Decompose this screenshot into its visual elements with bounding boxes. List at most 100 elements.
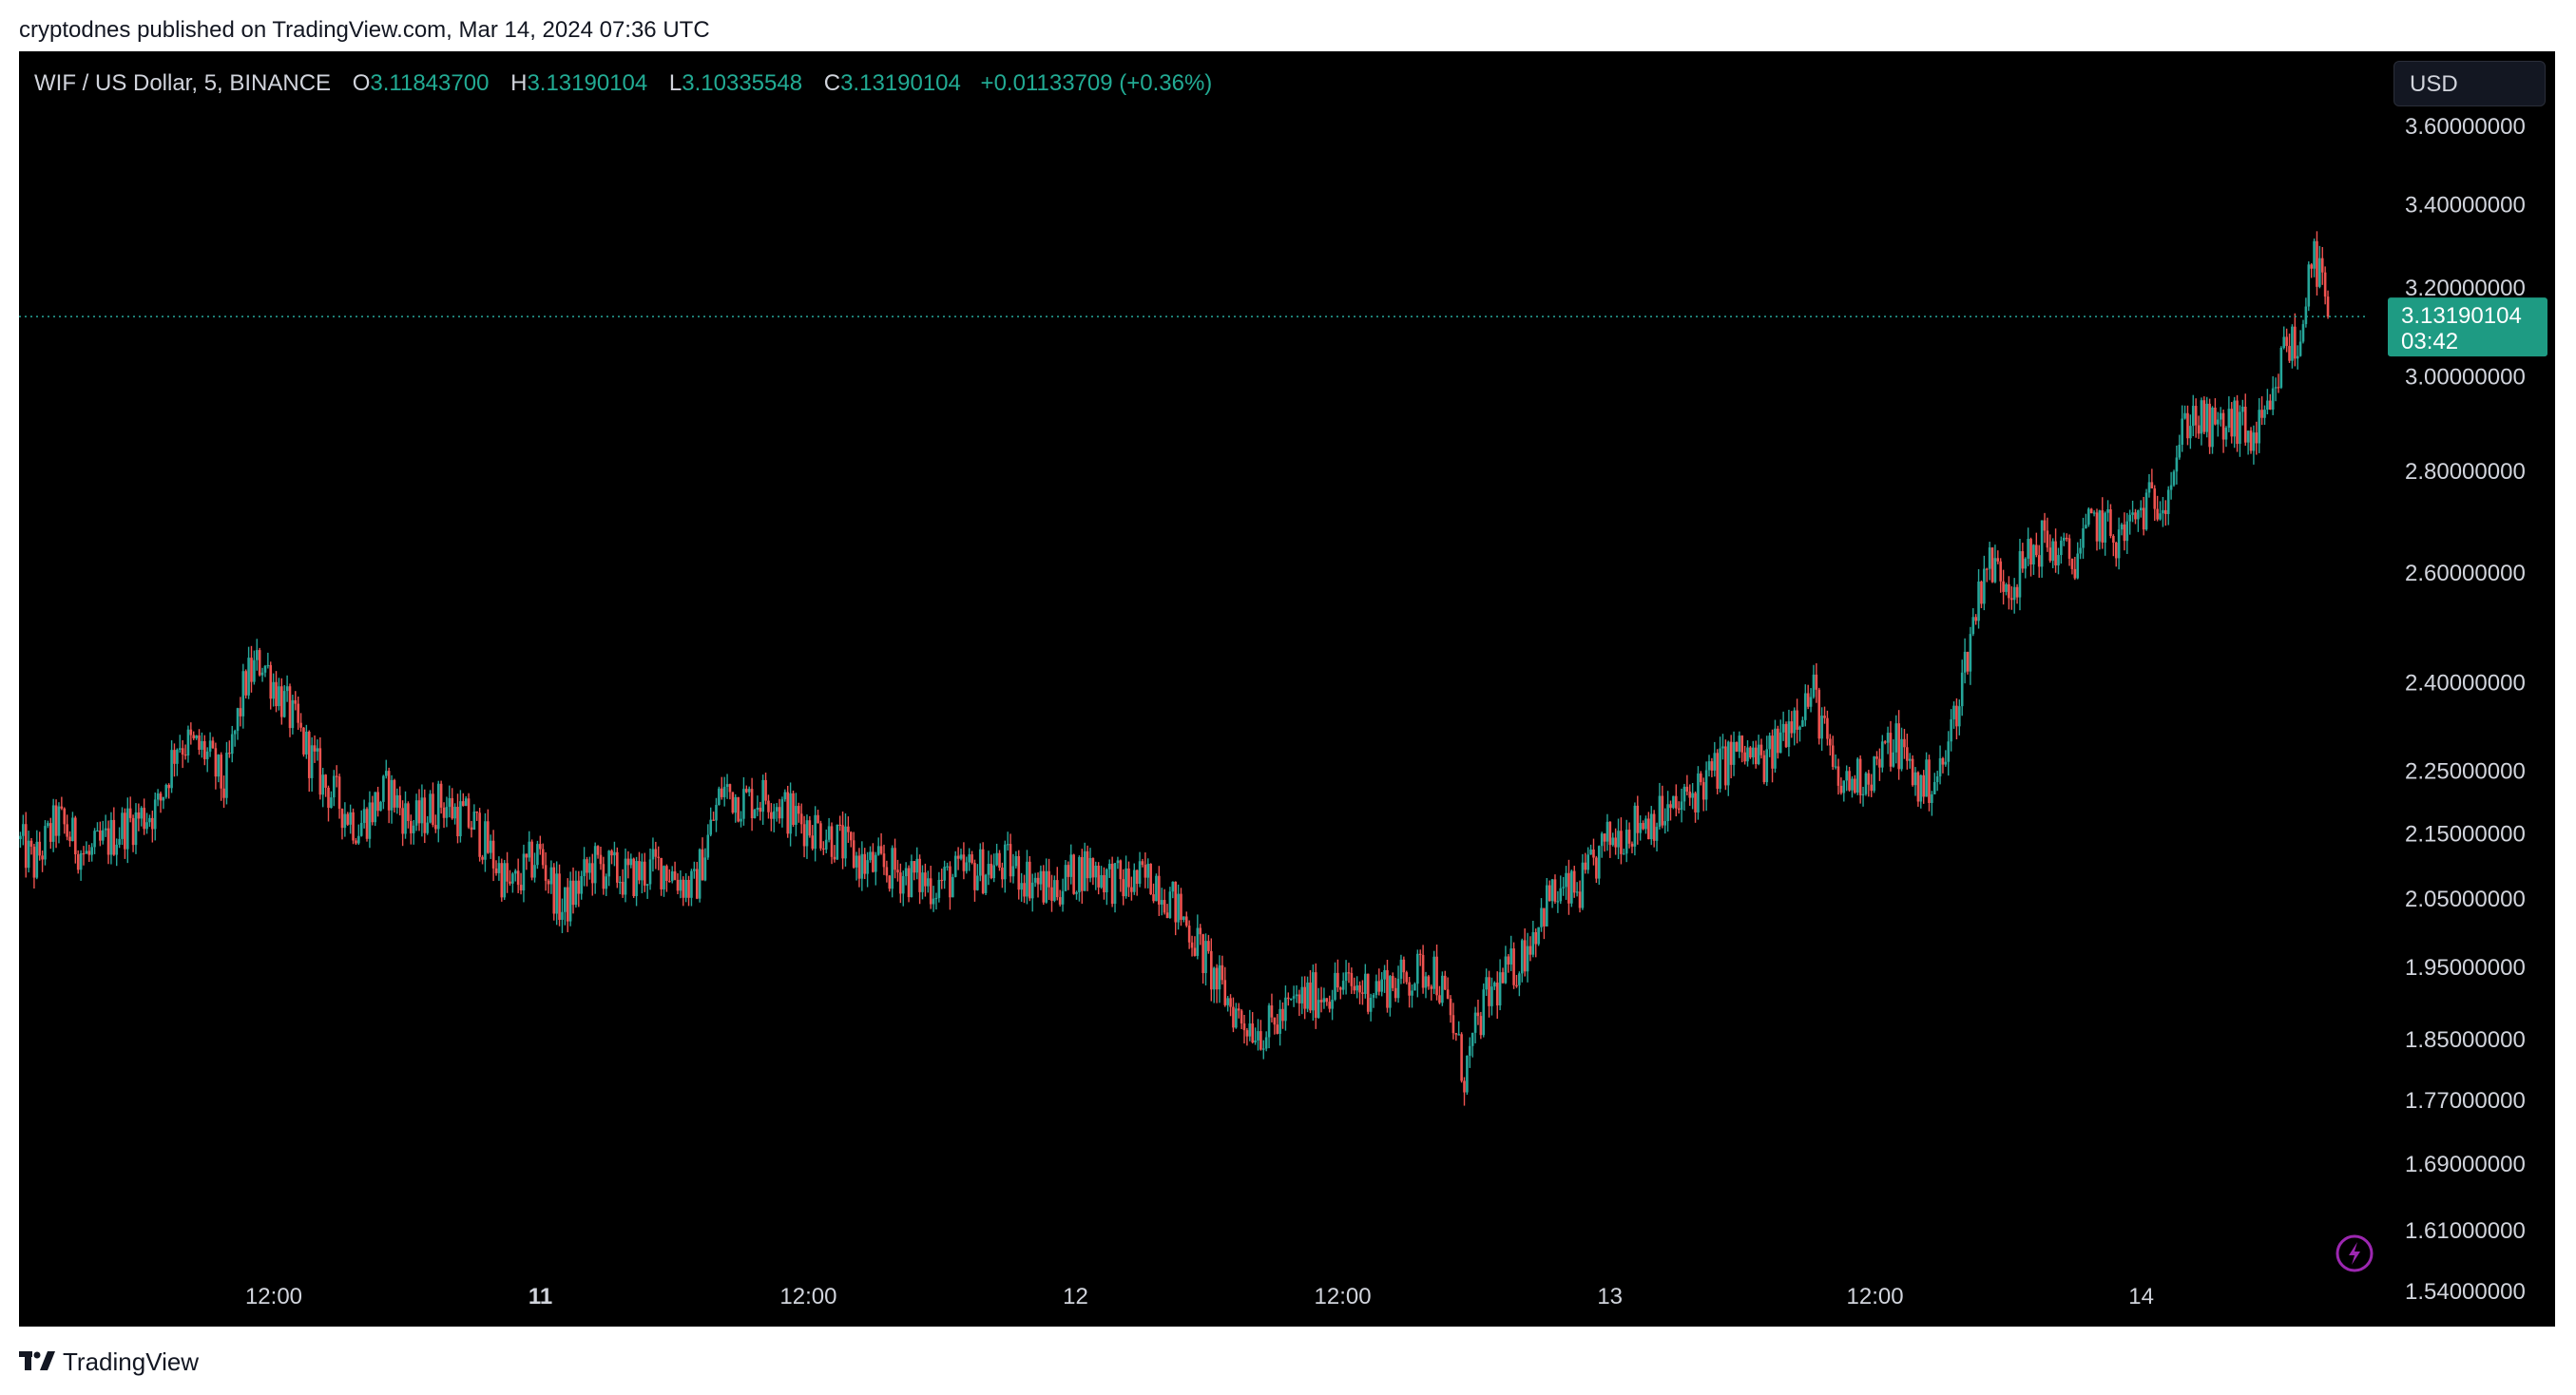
- candle-body: [1889, 733, 1893, 767]
- candle-body: [663, 866, 665, 889]
- candle-body: [1867, 773, 1871, 785]
- candle-body: [1097, 865, 1100, 888]
- candle-body: [1180, 893, 1182, 920]
- price-chart[interactable]: 3.60000000 3.40000000 3.20000000 3.00000000…: [19, 51, 2555, 1327]
- candle-body: [404, 803, 407, 834]
- candle-body: [291, 699, 295, 729]
- candle-body: [2194, 406, 2198, 426]
- candle-body: [1130, 887, 1133, 892]
- candle-body: [143, 808, 145, 830]
- candle-body: [263, 665, 267, 673]
- candle-body: [2156, 508, 2159, 520]
- candle-body: [109, 819, 113, 855]
- candle-body: [722, 786, 726, 797]
- candle-body: [439, 783, 443, 808]
- lightning-icon[interactable]: [2336, 1234, 2374, 1272]
- candle-body: [1548, 885, 1551, 902]
- candle-body: [420, 797, 424, 824]
- candle-body: [1383, 969, 1386, 980]
- candle-body: [1075, 891, 1078, 894]
- candle-body: [568, 880, 572, 922]
- candle-body: [797, 806, 800, 814]
- candle-body: [1344, 972, 1348, 982]
- candle-body: [2062, 537, 2066, 541]
- candle-body: [555, 873, 558, 914]
- candle-body: [22, 824, 25, 836]
- candle-body: [1531, 931, 1535, 955]
- candle-body: [1460, 1034, 1463, 1081]
- candle-body: [321, 774, 325, 795]
- candle-body: [1229, 998, 1232, 1007]
- candle-body: [1399, 959, 1403, 979]
- candle-body: [1248, 1023, 1252, 1037]
- candle-body: [937, 879, 941, 898]
- footer-brand[interactable]: TradingView: [19, 1347, 199, 1376]
- candle-body: [1831, 745, 1835, 767]
- candle-body: [1438, 995, 1441, 1003]
- candle-body: [943, 867, 946, 881]
- symbol-name[interactable]: WIF / US Dollar, 5, BINANCE: [34, 70, 332, 96]
- candle-body: [1724, 746, 1727, 786]
- candle-body: [1193, 947, 1197, 956]
- low-value: 3.10335548: [682, 70, 803, 96]
- candle-body: [1707, 761, 1711, 771]
- candle-body: [1906, 747, 1909, 761]
- candle-body: [509, 881, 511, 884]
- candle-body: [1955, 705, 1958, 727]
- candle-body: [756, 807, 759, 811]
- candle-body: [1210, 950, 1213, 990]
- candle-body: [2070, 559, 2074, 569]
- candle-body: [1023, 883, 1026, 897]
- candle-body: [1100, 874, 1103, 888]
- candle-body: [1240, 1010, 1243, 1024]
- candle-body: [1067, 865, 1070, 877]
- candle-body: [35, 841, 39, 878]
- candle-body: [2051, 541, 2054, 562]
- candle-body: [167, 784, 170, 789]
- candle-body: [888, 875, 892, 889]
- candle-body: [676, 879, 680, 891]
- candle-body: [76, 854, 80, 870]
- candle-body: [882, 853, 886, 868]
- candle-body: [1526, 946, 1529, 972]
- candle-body: [2032, 545, 2035, 565]
- candle-body: [1113, 863, 1117, 905]
- candle-body: [1534, 931, 1538, 945]
- candle-body: [1264, 1037, 1268, 1049]
- candle-body: [1416, 953, 1419, 984]
- candle-body: [1168, 891, 1172, 919]
- price-tick-label: 1.77000000: [2405, 1088, 2526, 1114]
- candle-body: [1550, 879, 1554, 902]
- candle-body: [1627, 830, 1631, 844]
- candle-body: [1033, 877, 1037, 883]
- currency-button[interactable]: USD: [2393, 61, 2546, 106]
- candle-body: [915, 858, 919, 873]
- time-tick-label: 14: [2128, 1284, 2154, 1309]
- candle-body: [2205, 403, 2209, 432]
- candle-body: [54, 805, 58, 836]
- candle-body: [1952, 705, 1955, 719]
- candle-body: [2012, 586, 2016, 601]
- price-tick-label: 2.15000000: [2405, 821, 2526, 847]
- candle-body: [1644, 818, 1647, 830]
- chart-frame[interactable]: 3.60000000 3.40000000 3.20000000 3.00000000…: [19, 51, 2555, 1327]
- candle-body: [1642, 823, 1644, 830]
- candle-body: [2009, 598, 2013, 601]
- candle-body: [651, 849, 655, 860]
- candle-body: [1110, 863, 1114, 905]
- candle-body: [2048, 547, 2052, 562]
- candle-body: [1528, 946, 1532, 955]
- attribution-text: cryptodnes published on TradingView.com,…: [19, 17, 710, 43]
- candle-body: [1768, 736, 1771, 750]
- candle-body: [1950, 718, 1952, 742]
- candle-body: [1567, 872, 1570, 904]
- candle-body: [275, 681, 278, 707]
- candle-body: [220, 755, 222, 789]
- candle-body: [990, 864, 993, 879]
- time-tick-label: 11: [529, 1284, 552, 1309]
- candle-body: [324, 774, 327, 788]
- candle-body: [1963, 651, 1967, 673]
- candle-body: [1350, 972, 1354, 986]
- candle-body: [2249, 430, 2253, 451]
- candle-body: [1647, 818, 1650, 840]
